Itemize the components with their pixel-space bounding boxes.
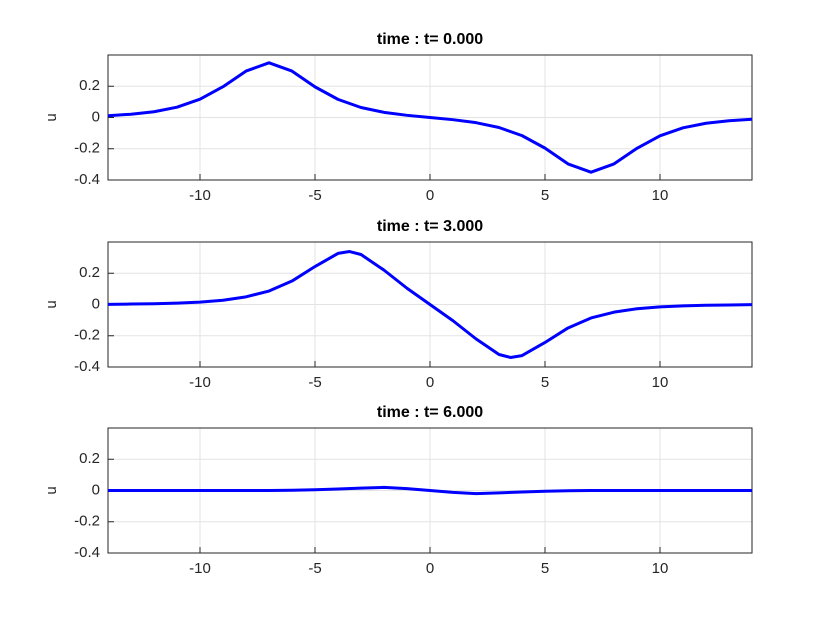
data-line xyxy=(107,61,753,174)
x-tick-label: -10 xyxy=(189,374,211,391)
x-tick-label: -10 xyxy=(189,187,211,204)
x-tick-label: 0 xyxy=(426,374,434,391)
y-tick-label: 0 xyxy=(92,108,100,125)
x-tick-label: -5 xyxy=(308,187,321,204)
x-tick-label: 5 xyxy=(541,374,549,391)
y-tick-label: -0.2 xyxy=(74,513,100,530)
x-tick-label: 10 xyxy=(652,374,669,391)
data-line xyxy=(108,485,752,496)
y-tick-label: -0.4 xyxy=(74,544,100,561)
x-tick-label: 0 xyxy=(426,560,434,577)
chart-title: time : t= 3.000 xyxy=(377,218,483,235)
x-tick-label: 5 xyxy=(541,560,549,577)
data-line xyxy=(107,250,753,359)
y-axis-label: u xyxy=(43,486,60,494)
y-tick-label: 0 xyxy=(92,295,100,312)
y-axis-label: u xyxy=(43,113,60,121)
axes-box xyxy=(107,54,753,181)
axes-box xyxy=(107,241,753,368)
x-tick-label: -10 xyxy=(189,560,211,577)
x-tick-label: -5 xyxy=(308,374,321,391)
chart-title: time : t= 0.000 xyxy=(377,31,483,48)
x-tick-label: 0 xyxy=(426,187,434,204)
x-tick-label: 5 xyxy=(541,187,549,204)
y-tick-label: 0.2 xyxy=(79,77,100,94)
y-tick-label: 0.2 xyxy=(79,450,100,467)
x-tick-label: 10 xyxy=(652,187,669,204)
y-axis-label: u xyxy=(43,300,60,308)
y-tick-label: -0.2 xyxy=(74,140,100,157)
y-tick-label: -0.2 xyxy=(74,327,100,344)
chart-title: time : t= 6.000 xyxy=(377,404,483,421)
y-tick-label: 0.2 xyxy=(79,264,100,281)
x-tick-label: -5 xyxy=(308,560,321,577)
y-tick-label: -0.4 xyxy=(74,358,100,375)
y-tick-label: 0 xyxy=(92,481,100,498)
x-tick-label: 10 xyxy=(652,560,669,577)
y-tick-label: -0.4 xyxy=(74,171,100,188)
